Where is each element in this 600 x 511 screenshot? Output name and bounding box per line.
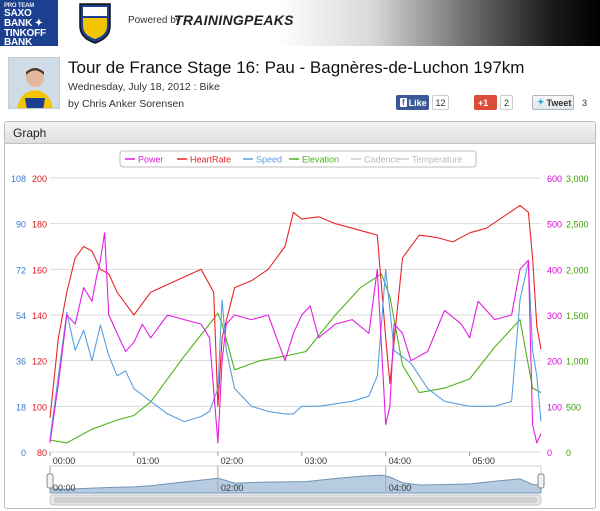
top-banner: PRO TEAM SAXO BANK ✦ TINKOFF BANK Powere… (0, 0, 600, 48)
navigator-right-handle[interactable] (537, 473, 545, 489)
facebook-icon: f (400, 98, 407, 107)
tweet-label: Tweet (546, 97, 572, 108)
heartrate-axis-tick-label: 160 (32, 265, 47, 275)
power-axis-tick-label: 400 (547, 265, 562, 275)
power-axis-tick-label: 500 (547, 220, 562, 230)
google-plus-button[interactable]: +1 (474, 95, 497, 110)
legend-item-speed: Speed (256, 155, 282, 165)
navigator-tick-label: 02:00 (221, 483, 244, 493)
athlete-photo-icon (9, 58, 59, 108)
heartrate-axis-tick-label: 140 (32, 311, 47, 321)
workout-date: Wednesday, July 18, 2012 : Bike (68, 81, 220, 93)
tweet-button[interactable]: ✦ Tweet (532, 95, 574, 110)
legend-item-temperature: Temperature (412, 155, 463, 165)
navigator-scrollbar-thumb (54, 497, 537, 503)
graph-panel: Graph (4, 121, 596, 509)
team-logo-line: BANK ✦ (4, 18, 43, 29)
legend-item-cadence: Cadence (364, 155, 400, 165)
elevation-axis-tick-label: 2,500 (566, 220, 589, 230)
elevation-axis-tick-label: 1,000 (566, 357, 589, 367)
page-title: Tour de France Stage 16: Pau - Bagnères-… (68, 58, 525, 77)
elevation-axis-tick-label: 2,000 (566, 265, 589, 275)
google-plus-count: 2 (500, 95, 513, 110)
elevation-axis-tick-label: 500 (566, 402, 581, 412)
series-line-speed (49, 261, 542, 440)
power-axis-tick-label: 600 (547, 174, 562, 184)
team-logo[interactable]: PRO TEAM SAXO BANK ✦ TINKOFF BANK (0, 0, 58, 48)
powered-by-label: Powered by (128, 15, 181, 26)
series-line-heartrate (49, 204, 542, 418)
facebook-like-count: 12 (432, 95, 449, 110)
legend-item-heartrate: HeartRate (190, 155, 231, 165)
speed-axis-tick-label: 90 (16, 220, 26, 230)
team-logo-line: PRO TEAM (4, 3, 35, 9)
graph-panel-title: Graph (13, 126, 47, 140)
team-logo-line: TINKOFF BANK (4, 28, 46, 48)
speed-axis-tick-label: 72 (16, 265, 26, 275)
elevation-axis-tick-label: 1,500 (566, 311, 589, 321)
elevation-axis-tick-label: 0 (566, 448, 571, 458)
navigator-tick-label: 04:00 (389, 483, 412, 493)
team-logo-line: SAXO (4, 8, 32, 19)
speed-axis-tick-label: 18 (16, 402, 26, 412)
series-line-elevation (49, 273, 542, 444)
speed-axis-tick-label: 54 (16, 311, 26, 321)
x-axis-tick-label: 05:00 (472, 456, 495, 466)
heartrate-axis-tick-label: 200 (32, 174, 47, 184)
x-axis-tick-label: 00:00 (53, 456, 76, 466)
power-axis-tick-label: 100 (547, 402, 562, 412)
heartrate-axis-tick-label: 120 (32, 357, 47, 367)
navigator-left-handle[interactable] (46, 473, 54, 489)
trainingpeaks-logo[interactable]: TRAININGPEAKS (174, 12, 294, 28)
tweet-count: 3 (578, 95, 591, 110)
athlete-name: by Chris Anker Sorensen (68, 98, 185, 110)
power-axis-tick-label: 0 (547, 448, 552, 458)
legend-item-elevation: Elevation (302, 155, 339, 165)
team-shield-icon (79, 3, 111, 44)
twitter-bird-icon: ✦ (537, 97, 545, 107)
x-axis-tick-label: 02:00 (221, 456, 244, 466)
series-line-power (49, 232, 542, 444)
power-axis-tick-label: 200 (547, 357, 562, 367)
x-axis-tick-label: 01:00 (137, 456, 160, 466)
graph-panel-header: Graph (5, 122, 595, 144)
heartrate-axis-tick-label: 80 (37, 448, 47, 458)
legend-item-power: Power (138, 155, 164, 165)
navigator-tick-label: 00:00 (53, 483, 76, 493)
power-axis-tick-label: 300 (547, 311, 562, 321)
facebook-like-label: Like (408, 97, 427, 108)
heartrate-axis-tick-label: 100 (32, 402, 47, 412)
speed-axis-tick-label: 108 (11, 174, 26, 184)
speed-axis-tick-label: 0 (21, 448, 26, 458)
navigator-elevation-area (49, 474, 542, 494)
x-axis-tick-label: 03:00 (305, 456, 328, 466)
speed-axis-tick-label: 36 (16, 357, 26, 367)
athlete-avatar (8, 57, 60, 109)
facebook-like-button[interactable]: f Like (396, 95, 429, 110)
heartrate-axis-tick-label: 180 (32, 220, 47, 230)
elevation-axis-tick-label: 3,000 (566, 174, 589, 184)
x-axis-tick-label: 04:00 (388, 456, 411, 466)
